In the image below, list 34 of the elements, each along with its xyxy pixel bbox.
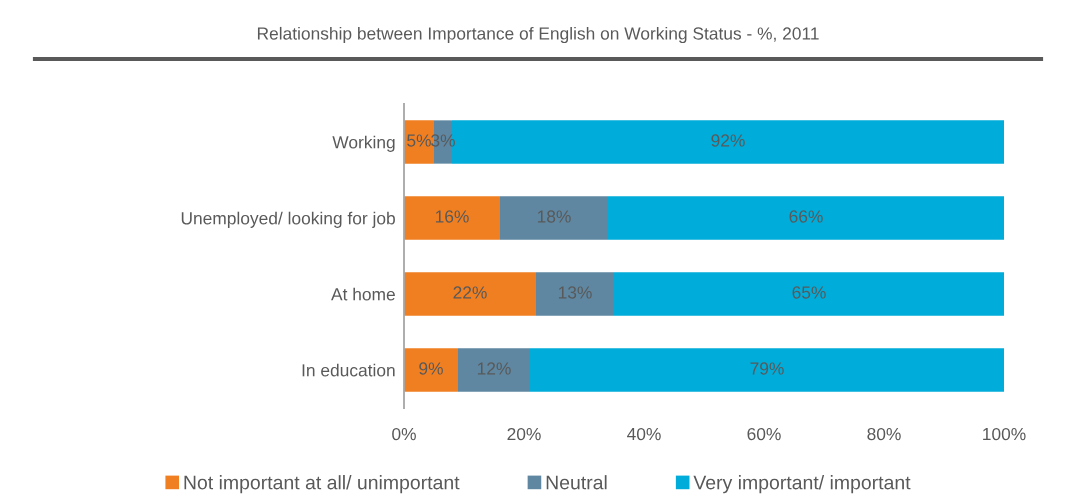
bar bbox=[536, 272, 614, 316]
y-tick-label: Working bbox=[332, 135, 395, 152]
x-tick-label: 0% bbox=[392, 427, 416, 441]
data-label: 13% bbox=[558, 286, 592, 299]
data-label: 9% bbox=[419, 362, 443, 375]
bar bbox=[530, 348, 1004, 392]
data-label: 66% bbox=[789, 210, 823, 223]
data-label: 18% bbox=[537, 210, 571, 223]
data-label: 92% bbox=[711, 134, 745, 147]
legend-label: Neutral bbox=[546, 475, 607, 490]
legend-label: Very important/ important bbox=[693, 475, 911, 494]
y-tick-label: At home bbox=[331, 287, 395, 301]
x-tick-label: 40% bbox=[627, 427, 661, 441]
bar bbox=[458, 348, 530, 392]
x-tick-label: 100% bbox=[983, 427, 1026, 441]
data-label: 65% bbox=[792, 286, 826, 299]
data-label: 79% bbox=[750, 362, 784, 375]
bar bbox=[608, 196, 1004, 240]
legend-label: Not important at all/ unimportant bbox=[184, 475, 460, 494]
y-tick-label: Unemployed/ looking for job bbox=[181, 211, 395, 228]
data-label: 5% bbox=[407, 134, 431, 147]
chart-title: Relationship between Importance of English on Working Status - %, 2011 bbox=[257, 26, 819, 44]
bar bbox=[404, 196, 500, 240]
bar bbox=[404, 272, 536, 316]
bar bbox=[404, 348, 458, 392]
y-tick-label: In education bbox=[302, 363, 395, 377]
x-tick-label: 60% bbox=[747, 427, 781, 441]
bar bbox=[614, 272, 1004, 316]
data-label: 16% bbox=[435, 210, 469, 223]
data-label: 22% bbox=[453, 286, 487, 299]
x-tick-label: 20% bbox=[507, 427, 541, 441]
x-tick-label: 80% bbox=[867, 427, 901, 441]
data-label: 12% bbox=[477, 362, 511, 375]
bar bbox=[500, 196, 608, 240]
